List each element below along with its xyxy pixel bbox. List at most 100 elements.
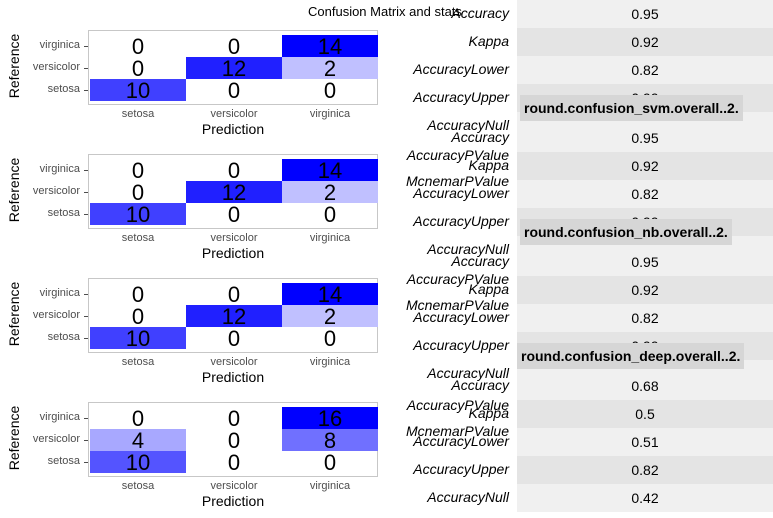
stats-table-header: round.confusion_nb.overall..2. [520,219,732,245]
stats-row-label: AccuracyUpper [413,461,509,477]
cell-value: 12 [221,304,247,329]
x-tick-label: setosa [121,356,155,368]
cell-value: 0 [131,180,145,205]
cell-value: 0 [323,326,337,351]
cell-value: 10 [125,326,151,351]
cell-value: 0 [227,78,241,103]
cell-value: 0 [227,406,241,431]
y-tick-label: versicolor [32,61,80,73]
y-tick-label: setosa [47,207,80,219]
cell-value: 10 [125,202,151,227]
stats-row: 0.95 [517,0,773,28]
cell-value: 12 [221,180,247,205]
y-tick-label: virginica [39,411,80,423]
cell-value: 14 [317,158,343,183]
stats-row: 0.68 [517,372,773,400]
x-tick-label: virginica [309,108,351,120]
cell-value: 0 [323,78,337,103]
confusion-matrix-panel: 0 0 14 0 12 2 10 0 0 virginica versicolor setosa set… [0,130,383,261]
cell-value: 4 [131,428,145,453]
stats-row-label: AccuracyNull [427,117,509,133]
x-tick-label: setosa [121,232,155,244]
stats-row: 0.82 [517,304,773,332]
y-axis-label: Reference [6,405,22,471]
overlap-label: AccuracyPValue [406,271,509,287]
cell-value: 0 [131,282,145,307]
overlap-label: AccuracyPValue [406,397,509,413]
cell-value: 0 [323,202,337,227]
overlap-label: McnemarPValue [406,297,509,313]
cell-value: 10 [125,78,151,103]
cell-value: 0 [131,406,145,431]
y-tick-mark [84,418,88,419]
heatmap-cell [90,451,186,473]
x-tick-label: virginica [309,480,351,492]
y-tick-mark [84,462,88,463]
y-tick-mark [84,170,88,171]
y-tick-label: virginica [39,39,80,51]
heatmap-cell [282,305,378,327]
x-tick-label: versicolor [210,480,258,492]
stats-row-label: Kappa [468,405,509,421]
stats-row-label: AccuracyLower [413,433,509,449]
stats-row: 0.51 [517,428,773,456]
confusion-matrix-panel: 0 0 14 0 12 2 10 0 0 virginica versicolor setosa set… [0,254,383,385]
cell-value: 0 [131,56,145,81]
y-tick-mark [84,440,88,441]
cell-value: 0 [131,304,145,329]
chart-title: Confusion Matrix and stats [308,4,462,19]
x-tick-label: versicolor [210,356,258,368]
y-tick-mark [84,214,88,215]
stats-row: 0.95 [517,124,773,152]
cell-value: 8 [323,428,337,453]
y-tick-mark [84,316,88,317]
stats-row: 0.92 [517,276,773,304]
y-tick-mark [84,294,88,295]
stats-row-label: Accuracy [451,5,509,21]
cell-value: 10 [125,450,151,475]
x-tick-label: setosa [121,480,155,492]
y-tick-label: setosa [47,455,80,467]
y-tick-label: versicolor [32,185,80,197]
y-tick-mark [84,68,88,69]
cell-value: 2 [323,180,337,205]
y-tick-label: setosa [47,331,80,343]
heatmap-cell [90,203,186,225]
stats-row-label: AccuracyNull [427,489,509,505]
heatmap-cell [90,327,186,349]
y-tick-mark [84,192,88,193]
x-axis-label: Prediction [201,245,265,261]
stats-row-label: Kappa [468,281,509,297]
cell-value: 0 [131,158,145,183]
heatmap-cell [282,35,378,57]
y-tick-label: virginica [39,163,80,175]
stats-row: 0.92 [517,152,773,180]
x-axis-label: Prediction [201,369,265,385]
heatmap-cell [282,57,378,79]
stats-row-label: AccuracyNull [427,365,509,381]
cell-value: 12 [221,56,247,81]
y-tick-label: virginica [39,287,80,299]
cell-value: 0 [227,202,241,227]
cell-value: 0 [227,326,241,351]
x-tick-label: versicolor [210,232,258,244]
cell-value: 0 [227,282,241,307]
x-tick-label: versicolor [210,108,258,120]
stats-table-header: round.confusion_deep.overall..2. [517,343,745,369]
stats-row-label: AccuracyUpper [413,213,509,229]
cell-value: 2 [323,56,337,81]
x-tick-label: setosa [121,108,155,120]
y-axis-label: Reference [6,157,22,223]
stats-row: 0.82 [517,456,773,484]
x-axis-label: Prediction [201,493,265,509]
y-tick-label: setosa [47,83,80,95]
stats-row-label: AccuracyUpper [413,89,509,105]
cell-value: 14 [317,282,343,307]
cell-value: 0 [227,34,241,59]
cell-value: 0 [227,428,241,453]
heatmap-cell [282,429,378,451]
stats-row: 0.5 [517,400,773,428]
overlap-label: McnemarPValue [406,173,509,189]
stats-row: 0.82 [517,56,773,84]
cell-value: 2 [323,304,337,329]
